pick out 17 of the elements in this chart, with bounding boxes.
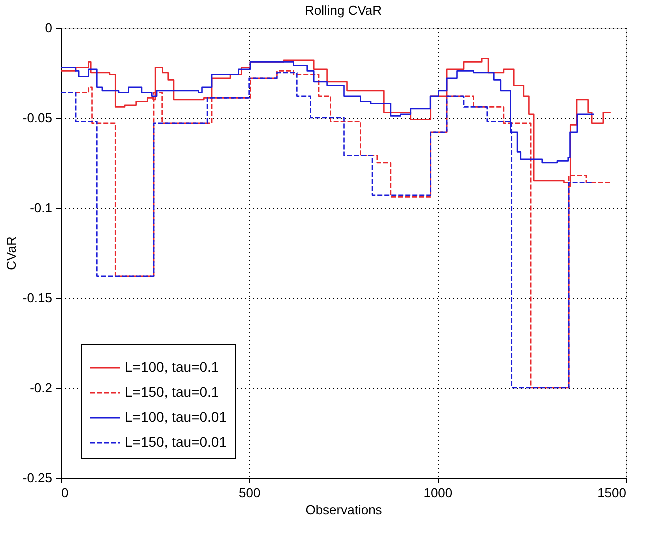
legend-label: L=150, tau=0.1 — [125, 384, 220, 400]
legend-label: L=100, tau=0.1 — [125, 359, 220, 375]
y-tick-label: -0.15 — [22, 290, 52, 306]
legend-label: L=150, tau=0.01 — [125, 434, 228, 450]
legend-label: L=100, tau=0.01 — [125, 409, 228, 425]
x-tick-label: 1000 — [424, 486, 453, 500]
x-tick-label: 500 — [238, 486, 261, 500]
chart-title: Rolling CVaR — [304, 3, 382, 18]
y-tick-label: -0.2 — [30, 380, 52, 396]
x-tick-label: 0 — [62, 486, 69, 500]
x-axis-title: Observations — [306, 502, 383, 518]
y-tick-label: -0.05 — [22, 110, 52, 126]
y-tick-label: -0.25 — [22, 470, 52, 486]
y-tick-label: 0 — [45, 20, 52, 36]
x-tick-label: 1500 — [598, 486, 626, 500]
y-tick-label: -0.1 — [30, 200, 52, 216]
y-axis-title: CVaR — [4, 236, 19, 270]
